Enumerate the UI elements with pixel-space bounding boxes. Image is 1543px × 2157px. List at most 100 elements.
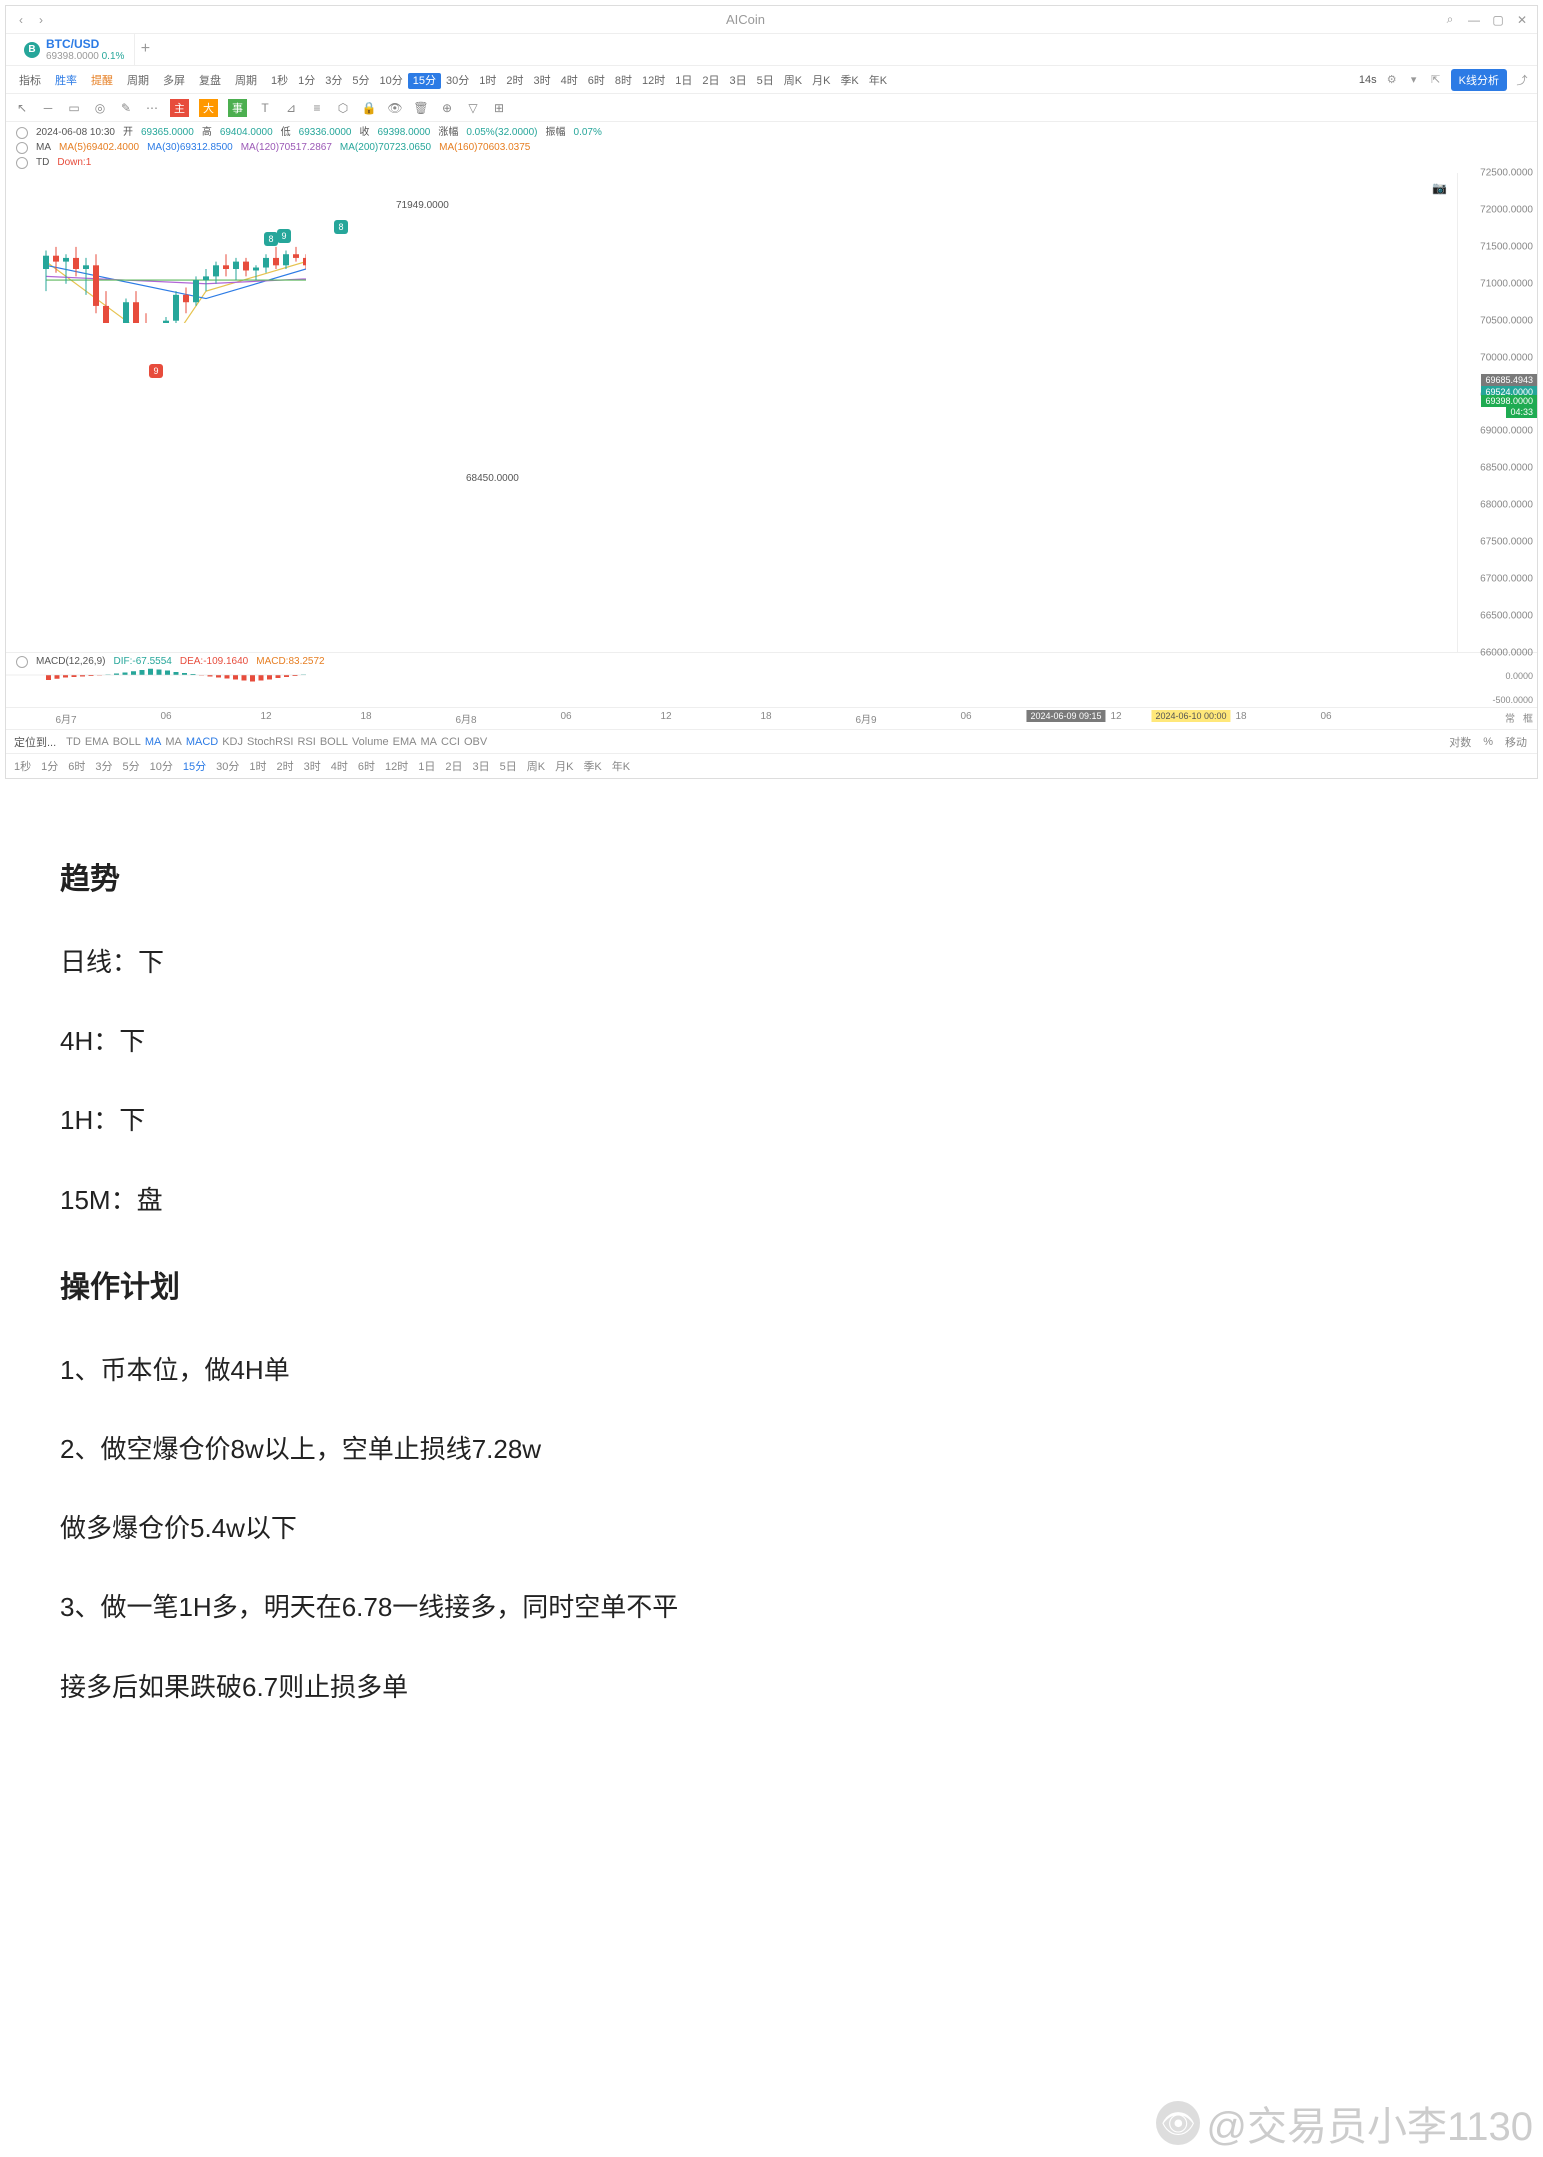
heading-trend: 趋势 — [60, 854, 1483, 905]
timeframe-option[interactable]: 4时 — [556, 73, 583, 89]
tabbar: B BTC/USD 69398.0000 0.1% + — [6, 34, 1537, 66]
timeframe-option[interactable]: 周K — [779, 73, 807, 89]
da-button[interactable]: 大 — [199, 99, 218, 117]
filter2-icon[interactable]: ▽ — [465, 100, 481, 116]
shi-button[interactable]: 事 — [228, 99, 247, 117]
target-icon[interactable]: ◎ — [92, 100, 108, 116]
eye-icon[interactable]: 👁 — [387, 100, 403, 116]
fib-icon[interactable]: ≡ — [309, 100, 325, 116]
timeframe-option[interactable]: 3日 — [725, 73, 752, 89]
analyze-button[interactable]: K线分析 — [1451, 69, 1507, 91]
eye-toggle-3[interactable] — [16, 157, 28, 169]
timeframe-option[interactable]: 季K — [835, 73, 863, 89]
bottom-tf-item[interactable]: 4时 — [331, 758, 348, 774]
price-chart[interactable]: 📷 72500.000072000.000071500.000071000.00… — [6, 173, 1537, 653]
bottom-tf-item[interactable]: 周K — [527, 758, 545, 774]
screenshot-icon[interactable]: 📷 — [1432, 181, 1447, 195]
bottom-tf-item[interactable]: 年K — [612, 758, 630, 774]
timeframe-option[interactable]: 1日 — [670, 73, 697, 89]
bottom-tf-item[interactable]: 3时 — [304, 758, 321, 774]
timeframe-option[interactable]: 2日 — [697, 73, 724, 89]
timeframe-option[interactable]: 3分 — [320, 73, 347, 89]
time-tick: 06 — [1320, 711, 1331, 722]
indicator-item[interactable]: MA — [419, 736, 440, 748]
zoom-icon[interactable]: ⊕ — [439, 100, 455, 116]
time-tick: 6月8 — [455, 711, 476, 726]
time-tick: 06 — [160, 711, 171, 722]
time-marker: 2024-06-09 09:15 — [1026, 710, 1105, 722]
search-icon[interactable]: ⌕ — [1443, 13, 1457, 27]
timeframe-option[interactable]: 6时 — [583, 73, 610, 89]
timeframe-option[interactable]: 2时 — [501, 73, 528, 89]
share-icon[interactable]: ⤴ — [1515, 73, 1529, 87]
bottom-tf-item[interactable]: 3日 — [473, 758, 490, 774]
timeframe-option[interactable]: 5分 — [347, 73, 374, 89]
heading-plan: 操作计划 — [60, 1262, 1483, 1313]
countdown: 14s — [1359, 74, 1377, 86]
timeframe-option[interactable]: 1时 — [474, 73, 501, 89]
timeframe-option[interactable]: 10分 — [375, 73, 408, 89]
line-icon[interactable]: ─ — [40, 100, 56, 116]
time-tick: 12 — [260, 711, 271, 722]
tb-period[interactable]: 周期 — [230, 70, 262, 90]
zhu-button[interactable]: 主 — [170, 99, 189, 117]
time-tick: 06 — [960, 711, 971, 722]
tb-alert[interactable]: 提醒 — [86, 70, 118, 90]
maximize-icon[interactable]: ▢ — [1491, 13, 1505, 27]
bottom-tf-item[interactable]: 季K — [583, 758, 601, 774]
eye-toggle-2[interactable] — [16, 142, 28, 154]
text-icon[interactable]: T — [257, 100, 273, 116]
trash-icon[interactable]: 🗑 — [413, 100, 429, 116]
bottom-tf-item[interactable]: 2日 — [445, 758, 462, 774]
magnet-icon[interactable]: ⬡ — [335, 100, 351, 116]
back-icon[interactable]: ‹ — [14, 13, 28, 27]
indicator-item[interactable]: OBV — [462, 736, 489, 748]
filter-icon[interactable]: ▾ — [1407, 73, 1421, 87]
timeframe-option[interactable]: 1分 — [293, 73, 320, 89]
bottom-tf-item[interactable]: 12时 — [385, 758, 408, 774]
timeframe-option[interactable]: 5日 — [752, 73, 779, 89]
timeframe-option[interactable]: 1秒 — [266, 73, 293, 89]
timeframe-option[interactable]: 30分 — [441, 73, 474, 89]
macd-panel[interactable]: MACD(12,26,9) DIF:-67.5554 DEA:-109.1640… — [6, 653, 1537, 708]
timeframe-option[interactable]: 15分 — [408, 73, 441, 89]
bottom-tf-item[interactable]: 6时 — [358, 758, 375, 774]
brush-icon[interactable]: ✎ — [118, 100, 134, 116]
plan-2: 2、做空爆仓价8w以上，空单止损线7.28w — [60, 1427, 1483, 1471]
eye-toggle-1[interactable] — [16, 127, 28, 139]
bottom-tf-item[interactable]: 月K — [555, 758, 573, 774]
timeframe-option[interactable]: 3时 — [529, 73, 556, 89]
plan-3b: 接多后如果跌破6.7则止损多单 — [60, 1665, 1483, 1709]
indicator-item[interactable]: CCI — [439, 736, 462, 748]
watermark: 👁 @交易员小李1130 — [1156, 2094, 1533, 2152]
lock-icon[interactable]: 🔒 — [361, 100, 377, 116]
timeframe-option[interactable]: 12时 — [637, 73, 670, 89]
timeframe-option[interactable]: 8时 — [610, 73, 637, 89]
symbol-name: BTC/USD — [46, 37, 124, 51]
ruler-icon[interactable]: ⊿ — [283, 100, 299, 116]
indicator-item[interactable]: Volume — [350, 736, 391, 748]
tb-multi[interactable]: 多屏 — [158, 70, 190, 90]
symbol-tab[interactable]: B BTC/USD 69398.0000 0.1% — [14, 33, 135, 66]
tb-cycle[interactable]: 周期 — [122, 70, 154, 90]
timeframe-option[interactable]: 年K — [864, 73, 892, 89]
tb-winrate[interactable]: 胜率 — [50, 70, 82, 90]
close-icon[interactable]: ✕ — [1515, 13, 1529, 27]
indicator-item[interactable]: EMA — [391, 736, 419, 748]
tb-indicator[interactable]: 指标 — [14, 70, 46, 90]
link-icon[interactable]: ⇱ — [1429, 73, 1443, 87]
settings-icon[interactable]: ⚙ — [1385, 73, 1399, 87]
forward-icon[interactable]: › — [34, 13, 48, 27]
indicator-item[interactable]: BOLL — [318, 736, 350, 748]
tb-replay[interactable]: 复盘 — [194, 70, 226, 90]
cursor-icon[interactable]: ↖ — [14, 100, 30, 116]
grid-icon[interactable]: ⊞ — [491, 100, 507, 116]
more-icon[interactable]: ⋯ — [144, 100, 160, 116]
add-tab-button[interactable]: + — [135, 40, 155, 60]
timeframe-option[interactable]: 月K — [807, 73, 835, 89]
bottom-tf-item[interactable]: 1日 — [418, 758, 435, 774]
minimize-icon[interactable]: — — [1467, 13, 1481, 27]
price-tick: 72500.0000 — [1480, 168, 1533, 179]
bottom-tf-item[interactable]: 5日 — [500, 758, 517, 774]
tool-icon[interactable]: ▭ — [66, 100, 82, 116]
